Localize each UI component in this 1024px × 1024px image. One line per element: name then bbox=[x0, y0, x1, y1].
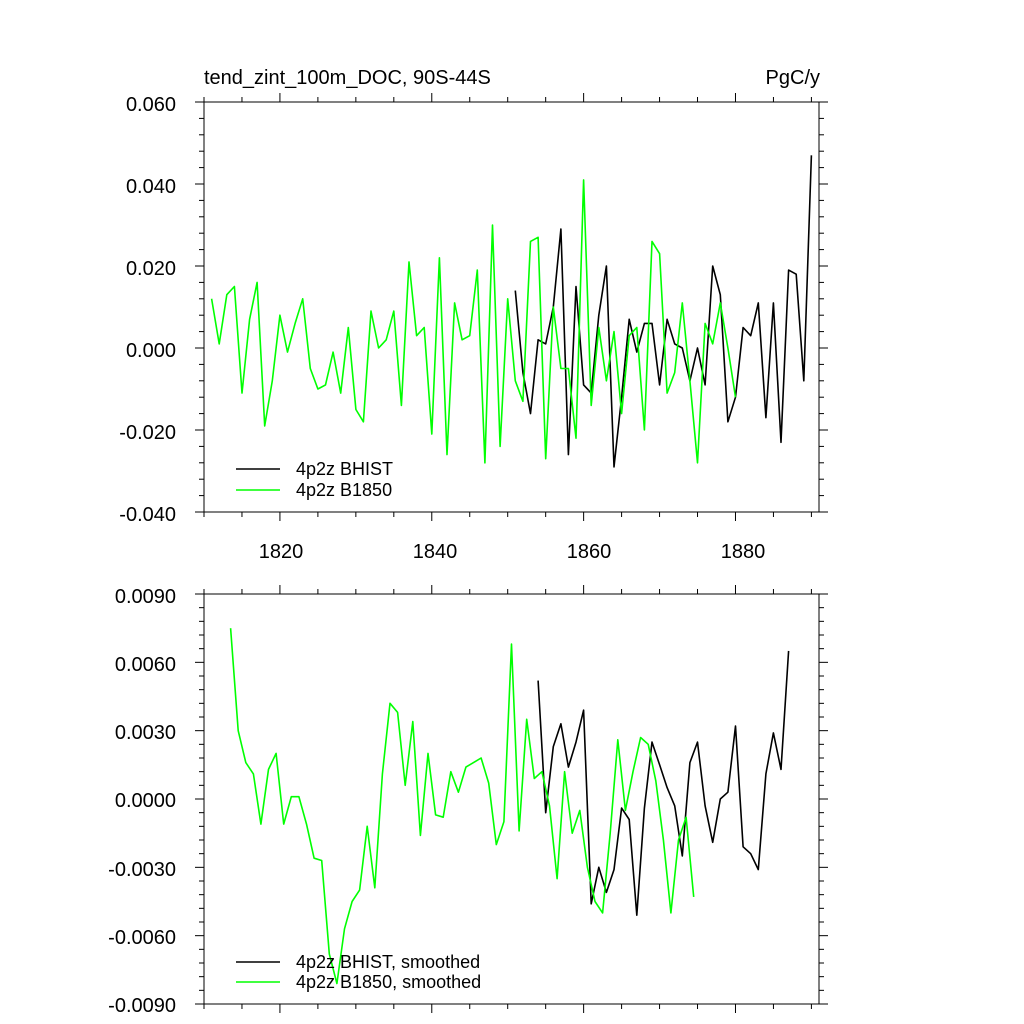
bottom-ytick-label: 0.0000 bbox=[115, 790, 176, 812]
bottom-series-line-bhist bbox=[537, 650, 790, 917]
bottom-ytick-label: 0.0030 bbox=[115, 722, 176, 744]
top-series-line-bhist bbox=[514, 155, 813, 468]
bottom-legend-label-bhist: 4p2z BHIST, smoothed bbox=[296, 952, 480, 972]
top-ytick-label: 0.000 bbox=[126, 340, 176, 362]
bottom-legend: 4p2z BHIST, smoothed 4p2z B1850, smoothe… bbox=[236, 952, 481, 992]
bottom-ytick-label: -0.0090 bbox=[108, 995, 176, 1017]
top-xtick-label: 1820 bbox=[259, 541, 304, 563]
bottom-series-group bbox=[229, 628, 790, 985]
top-axis-ticks bbox=[195, 93, 828, 521]
top-legend-label-b1850: 4p2z B1850 bbox=[296, 480, 392, 500]
bottom-ytick-label: -0.0030 bbox=[108, 859, 176, 881]
top-ytick-label: 0.060 bbox=[126, 94, 176, 116]
bottom-series-line-b1850 bbox=[229, 628, 695, 985]
bottom-ytick-label: 0.0060 bbox=[115, 654, 176, 676]
top-xtick-label: 1880 bbox=[721, 541, 766, 563]
top-legend: 4p2z BHIST 4p2z B1850 bbox=[236, 459, 393, 500]
top-ytick-label: 0.040 bbox=[126, 176, 176, 198]
bottom-legend-label-b1850: 4p2z B1850, smoothed bbox=[296, 972, 481, 992]
top-ytick-label: -0.020 bbox=[119, 422, 176, 444]
top-panel: tend_zint_100m_DOC, 90S-44S PgC/y 0.060 … bbox=[119, 67, 828, 563]
top-legend-label-bhist: 4p2z BHIST bbox=[296, 459, 393, 479]
top-ytick-label: -0.040 bbox=[119, 504, 176, 526]
top-chart-units: PgC/y bbox=[766, 67, 820, 89]
top-series-line-b1850 bbox=[210, 179, 737, 464]
top-plot-frame bbox=[203, 101, 820, 513]
top-ytick-label: 0.020 bbox=[126, 258, 176, 280]
bottom-ytick-label: -0.0060 bbox=[108, 927, 176, 949]
bottom-panel: 0.0090 0.0060 0.0030 0.0000 -0.0030 -0.0… bbox=[108, 585, 828, 1017]
top-series-group bbox=[210, 155, 813, 468]
top-xtick-label: 1840 bbox=[413, 541, 458, 563]
top-chart-title: tend_zint_100m_DOC, 90S-44S bbox=[204, 67, 491, 89]
bottom-plot-frame bbox=[203, 593, 820, 1005]
bottom-axis-ticks bbox=[195, 585, 828, 1013]
top-xtick-label: 1860 bbox=[567, 541, 612, 563]
bottom-ytick-label: 0.0090 bbox=[115, 586, 176, 608]
